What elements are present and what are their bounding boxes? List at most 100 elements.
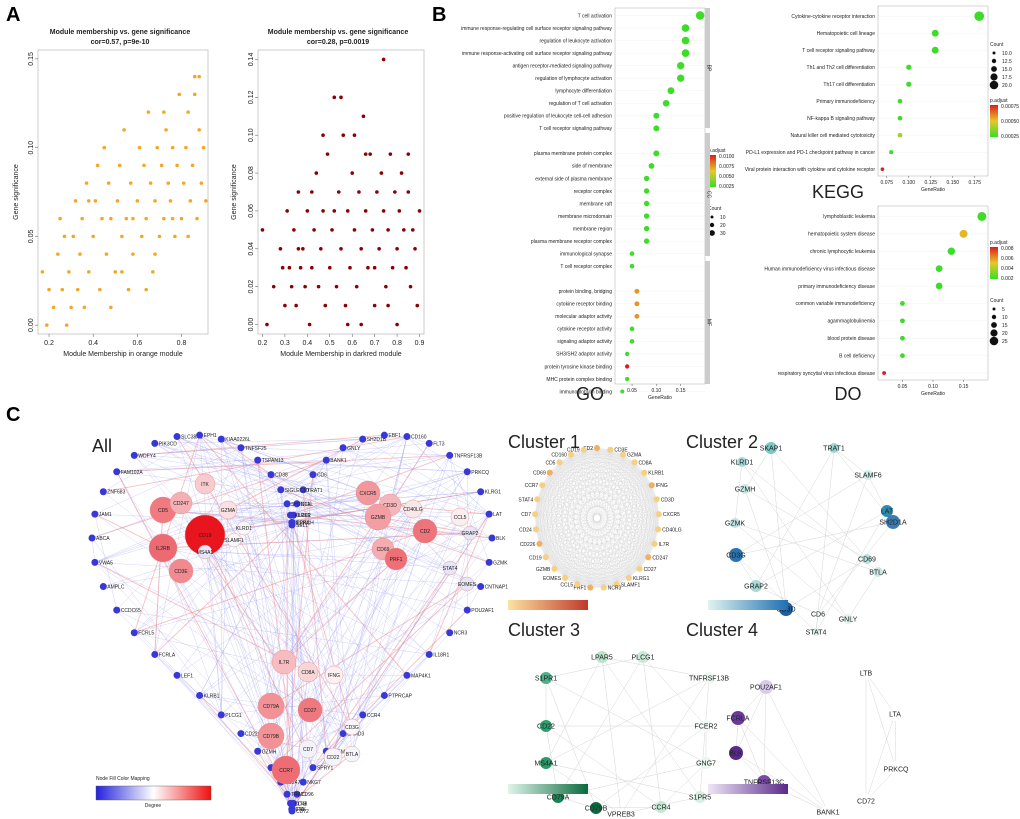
all-network-edge	[204, 551, 311, 711]
cluster3-node	[540, 757, 552, 769]
cluster1-edge	[542, 485, 578, 585]
all-network-edge	[291, 671, 309, 812]
all-network-node-label: CD226	[245, 732, 261, 738]
cluster1-edge	[651, 485, 659, 530]
orange-point	[192, 92, 197, 97]
all-network-hub-label: CD79B	[263, 734, 280, 740]
go-category-label: membrane raft	[579, 201, 612, 207]
darkred-ytick-label: 0.12	[248, 90, 255, 104]
darkred-point	[406, 190, 411, 194]
darkred-point	[278, 247, 283, 251]
cluster1-node	[613, 581, 620, 588]
all-network-edge	[389, 436, 408, 506]
all-network-hub-label: CD247	[173, 501, 189, 507]
degree-legend-axis: Degree	[145, 803, 162, 809]
do-count-dot	[991, 322, 997, 328]
orange-point	[179, 216, 184, 221]
darkred-point	[312, 228, 316, 232]
cluster1-edge	[537, 462, 635, 500]
all-network-node	[113, 468, 121, 476]
go-dot	[681, 36, 690, 45]
go-category-label: immunological synapse	[560, 251, 612, 257]
orange-point	[122, 128, 126, 132]
all-network-edge	[303, 436, 408, 490]
go-dot	[653, 112, 660, 119]
orange-point	[104, 252, 109, 256]
go-category-label: regulation of T cell activation	[549, 101, 612, 107]
all-network-edge	[296, 695, 385, 795]
cluster1-node-label: CD24	[519, 527, 532, 533]
all-network-node-label: CCDC65	[121, 608, 141, 614]
orange-point	[45, 323, 49, 327]
orange-point	[80, 216, 84, 221]
cluster1-edge	[559, 462, 659, 515]
orange-point	[197, 74, 201, 79]
cluster2-edge	[744, 488, 868, 560]
do-count-tick: 20	[1002, 331, 1008, 337]
cluster3-edge	[601, 656, 622, 815]
cluster4-edge	[865, 768, 897, 802]
scatter-darkred-xlabel: Module Membership in darkred module	[280, 351, 401, 358]
all-network-node	[485, 558, 493, 566]
do-category-label: chronic lymphocytic leukemia	[810, 249, 875, 255]
all-network-edge	[227, 438, 363, 511]
panel-letter-a: A	[6, 4, 21, 26]
all-network-edge	[326, 460, 353, 755]
cluster2-node-label: LAT	[881, 509, 894, 516]
all-network-edge	[162, 547, 468, 611]
all-network-edge	[154, 435, 200, 655]
cluster1-node	[580, 446, 587, 453]
cluster1-edge	[535, 447, 598, 530]
cluster1-edge	[583, 449, 655, 544]
orange-point	[78, 252, 82, 256]
cluster2-edge	[755, 510, 888, 587]
all-network-edge	[270, 583, 468, 707]
all-network-node	[88, 534, 96, 542]
darkred-point	[357, 190, 361, 194]
all-network-node-label: IL18R1	[433, 652, 449, 658]
all-network-edge	[240, 443, 430, 734]
all-network-node-label: PRKCQ	[471, 470, 489, 476]
do-dot	[900, 335, 905, 341]
do-category-label: blood protein disease	[827, 336, 875, 342]
cluster1-edge	[535, 529, 640, 569]
cluster1-edge	[535, 529, 566, 579]
all-network-node-label: FLT3	[433, 441, 445, 447]
cluster1-edge	[590, 514, 659, 588]
cluster4-node-label: LTB	[860, 671, 873, 678]
orange-point	[162, 110, 166, 114]
cluster1-edge	[542, 485, 546, 558]
cluster3-node-label: CCR4	[651, 805, 670, 812]
all-network-node	[287, 799, 295, 807]
kegg-padj-tick: 0.00050	[1001, 119, 1019, 125]
go-category-label: SH3/SH2 adaptor activity	[556, 352, 612, 358]
go-category-label: antigen receptor-mediated signaling path…	[512, 63, 612, 69]
scatter-orange-xlabel: Module Membership in orange module	[63, 351, 183, 358]
all-network-node-label: IL21R	[297, 513, 311, 519]
all-network-hub-label: GRAP2	[462, 531, 479, 537]
all-network-edge	[133, 435, 201, 633]
all-network-edge	[116, 471, 293, 810]
all-network-edge	[204, 438, 363, 536]
all-network-edge	[199, 434, 384, 550]
go-count-dot	[709, 222, 715, 228]
all-network-edge	[134, 455, 353, 728]
all-network-hub-label: GZMA	[221, 508, 236, 514]
all-network-hub-node	[271, 755, 301, 785]
all-network-node	[113, 606, 121, 614]
do-count-dot	[989, 336, 999, 346]
go-frame	[614, 7, 706, 385]
all-network-node-label: FCRL5	[138, 631, 154, 637]
cluster1-edge	[577, 577, 629, 585]
all-network-edge	[116, 471, 294, 804]
all-network-hub-node	[343, 718, 361, 736]
cluster3-node	[590, 802, 602, 814]
orange-point	[106, 181, 111, 185]
darkred-point	[307, 322, 312, 327]
all-network-node-label: MAP4K1	[411, 673, 431, 679]
cluster1-node-label: GZMB	[536, 567, 551, 573]
all-network-hub-node	[257, 722, 285, 750]
go-count-dot	[709, 230, 715, 236]
cluster2-edge	[734, 522, 879, 573]
cluster3-node	[655, 801, 667, 813]
